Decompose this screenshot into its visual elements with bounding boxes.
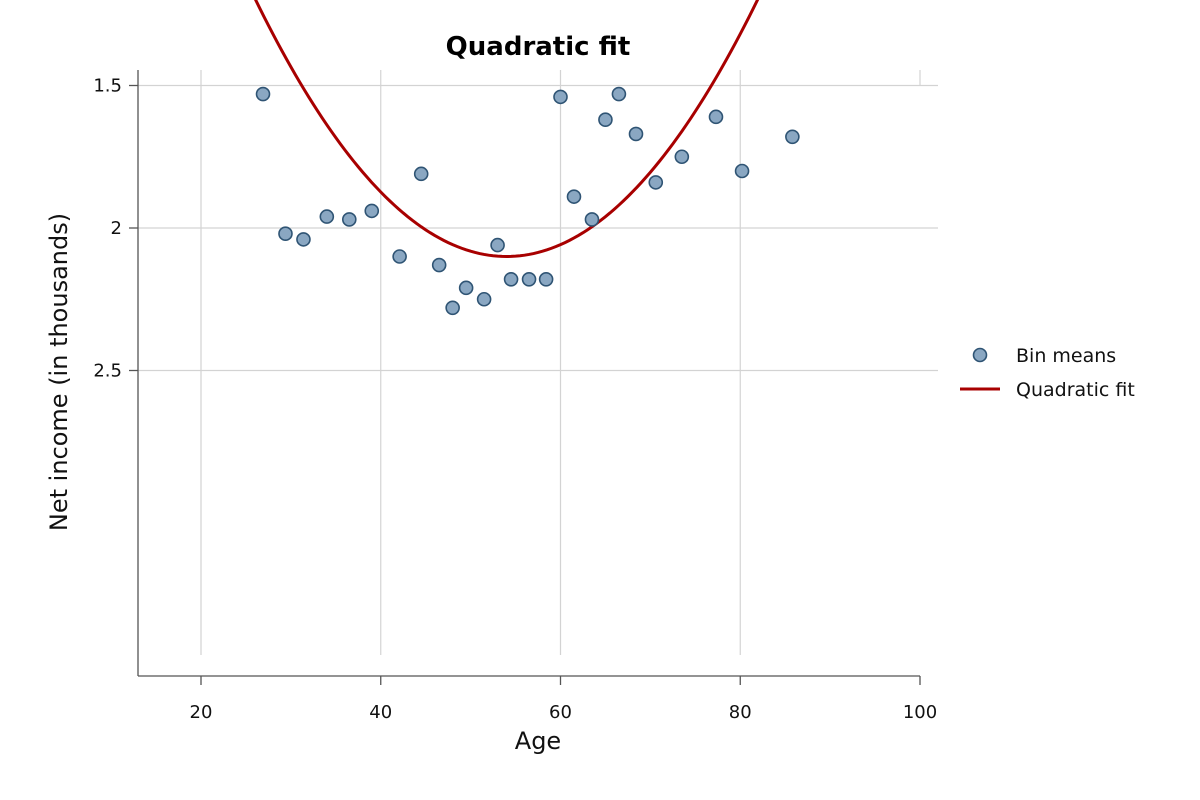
bin-mean-point	[553, 89, 568, 105]
bin-mean-point	[255, 86, 271, 102]
bin-mean-point	[476, 291, 492, 307]
quadratic-fit-line	[254, 0, 760, 259]
bin-mean-point	[538, 271, 554, 287]
bin-mean-point	[611, 86, 627, 102]
bin-mean-point	[431, 257, 447, 273]
bin-mean-point	[296, 232, 311, 247]
y-axis-label: Net income (in thousands)	[45, 213, 73, 531]
bin-mean-point	[364, 203, 380, 219]
bin-mean-point	[674, 149, 690, 165]
x-tick-label: 100	[903, 702, 937, 723]
y-tick-label: 1.5	[93, 76, 122, 97]
chart-title: Quadratic fit	[446, 32, 631, 62]
legend-label-bin-means: Bin means	[1016, 345, 1116, 367]
bin-mean-point	[392, 249, 407, 264]
x-tick-label: 40	[369, 702, 392, 723]
legend-label-quadratic-fit: Quadratic fit	[1016, 379, 1135, 401]
bin-mean-point	[598, 112, 613, 127]
bin-mean-point	[413, 166, 429, 182]
bin-means-points	[255, 86, 800, 316]
bin-mean-point	[278, 226, 293, 241]
y-tick-label: 2.5	[93, 361, 122, 382]
bin-mean-point	[648, 175, 664, 190]
legend: Bin means Quadratic fit	[960, 345, 1135, 401]
bin-mean-point	[708, 109, 724, 125]
bin-mean-point	[734, 163, 750, 179]
bin-mean-point	[521, 271, 537, 287]
bin-mean-point	[566, 189, 582, 204]
bin-mean-point	[785, 129, 800, 145]
bin-mean-point	[445, 300, 460, 316]
bin-mean-point	[584, 212, 600, 227]
bin-mean-point	[490, 237, 505, 253]
bin-mean-point	[319, 209, 335, 224]
bin-mean-point	[458, 280, 474, 296]
bin-mean-point	[341, 212, 357, 227]
bin-mean-point	[628, 126, 644, 142]
y-tick-label: 2	[111, 218, 122, 239]
x-axis-label: Age	[515, 727, 561, 755]
x-tick-label: 20	[190, 702, 213, 723]
x-tick-label: 60	[549, 702, 572, 723]
legend-marker-bin-means	[972, 347, 988, 363]
x-tick-label: 80	[729, 702, 752, 723]
axes	[129, 70, 921, 685]
bin-mean-point	[503, 271, 519, 287]
